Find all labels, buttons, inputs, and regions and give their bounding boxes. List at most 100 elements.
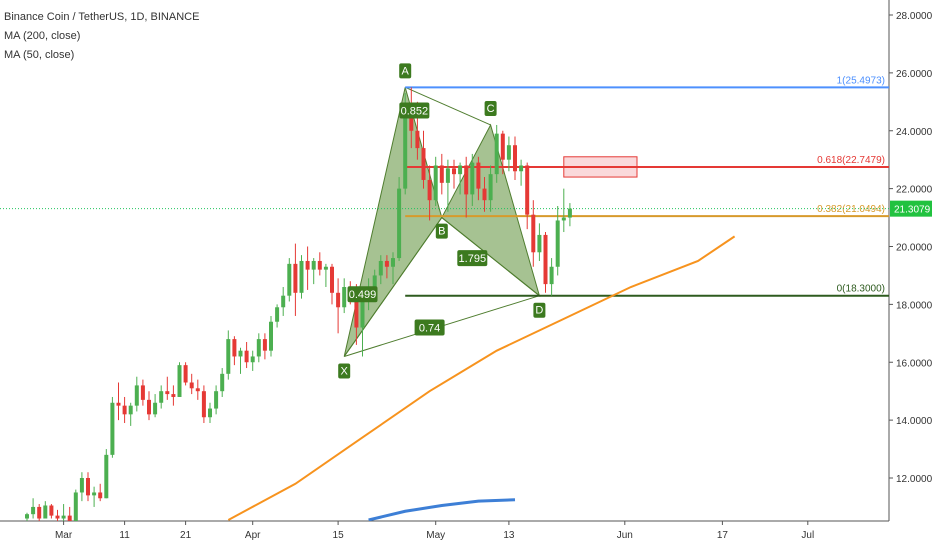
candle-body <box>494 133 499 175</box>
y-tick-label: 24.0000 <box>896 127 932 138</box>
candle <box>250 350 255 371</box>
harmonic-ratio-text: 1.795 <box>459 253 487 265</box>
x-tick-label: 21 <box>180 530 192 541</box>
harmonic-leg <box>404 86 491 126</box>
harmonic-ratio-badge <box>457 250 488 267</box>
candle-body <box>281 295 286 308</box>
candle-body <box>378 260 383 276</box>
fib-level-label: 0.382(21.0494) <box>817 204 885 215</box>
candle-body <box>476 162 481 189</box>
candle-body <box>244 350 249 363</box>
x-tick-label: 17 <box>717 530 729 541</box>
candle-body <box>269 321 273 351</box>
candle <box>25 512 29 521</box>
candle <box>342 278 347 314</box>
candle-body <box>519 165 524 172</box>
candle-body <box>165 391 170 395</box>
candle-body <box>238 350 243 357</box>
candle <box>171 385 176 406</box>
candle <box>384 255 389 279</box>
candle <box>506 136 511 172</box>
candle-body <box>110 402 115 455</box>
candle-body <box>256 339 261 357</box>
candle <box>37 504 42 521</box>
harmonic-ratio-label: 0.499 <box>347 286 378 303</box>
candle-body <box>37 506 42 519</box>
y-tick-label: 12.0000 <box>896 474 932 485</box>
candle <box>360 292 365 357</box>
fib-level-label: 0(18.3000) <box>837 284 885 295</box>
candle-body <box>183 365 188 383</box>
candle <box>397 177 402 261</box>
candle-body <box>342 287 347 308</box>
harmonic-point-text: C <box>487 103 495 115</box>
candle <box>330 263 334 305</box>
ma200-legend[interactable]: MA (200, close) <box>4 30 81 42</box>
candle <box>464 156 469 218</box>
candle-body <box>531 214 536 253</box>
candle <box>427 165 432 221</box>
candle-body <box>537 234 542 253</box>
harmonic-point-badge <box>435 223 448 239</box>
candle-body <box>445 168 450 183</box>
candle <box>67 506 72 521</box>
harmonic-point-text: X <box>341 365 349 377</box>
candle <box>116 382 121 421</box>
candle <box>555 205 560 276</box>
candle-body <box>555 220 560 267</box>
candle-body <box>354 289 359 328</box>
ma50-legend[interactable]: MA (50, close) <box>4 49 75 61</box>
harmonic-point-label: A <box>399 63 412 79</box>
candle <box>128 402 133 426</box>
candle <box>98 483 103 502</box>
candle <box>269 315 273 357</box>
candle-body <box>421 148 426 180</box>
candle <box>122 396 127 424</box>
harmonic-point-label: D <box>533 302 546 318</box>
candle <box>86 472 90 502</box>
candle <box>49 504 54 519</box>
candle <box>232 336 237 366</box>
candle <box>513 136 517 180</box>
candle-body <box>330 266 334 293</box>
candle-body <box>79 478 84 493</box>
harmonic-ratio-text: 0.74 <box>419 323 440 335</box>
candle <box>305 246 310 290</box>
candle-body <box>561 217 566 221</box>
candle-body <box>61 515 66 519</box>
x-tick-label: 13 <box>503 530 515 541</box>
candle-body <box>220 373 225 392</box>
candle-body <box>433 165 438 201</box>
candle-body <box>55 515 60 519</box>
candle <box>482 177 487 212</box>
candle-body <box>98 492 103 499</box>
candle-body <box>458 165 463 175</box>
candle-body <box>147 399 151 415</box>
candle-body <box>470 162 475 195</box>
candle-body <box>201 391 206 418</box>
candle <box>140 379 145 406</box>
candle-body <box>293 263 298 293</box>
candle <box>287 258 292 302</box>
candle-body <box>134 385 139 406</box>
candle-body <box>177 365 182 397</box>
candle <box>439 153 444 195</box>
candle-body <box>140 385 145 400</box>
candle-body <box>567 208 572 218</box>
x-tick-label: 15 <box>333 530 345 541</box>
candle-body <box>153 402 158 415</box>
candle-body <box>116 402 121 406</box>
harmonic-point-badge <box>533 302 546 318</box>
candle-body <box>372 275 377 288</box>
fib-level-label: 0.618(22.7479) <box>817 155 885 166</box>
candle-body <box>311 260 316 270</box>
x-tick-label: 11 <box>119 530 130 541</box>
candle-body <box>208 408 212 418</box>
candle <box>543 232 548 293</box>
candle-body <box>397 188 402 259</box>
harmonic-point-text: A <box>402 65 410 77</box>
harmonic-point-label: B <box>435 223 448 239</box>
x-tick-label: Apr <box>245 530 261 541</box>
